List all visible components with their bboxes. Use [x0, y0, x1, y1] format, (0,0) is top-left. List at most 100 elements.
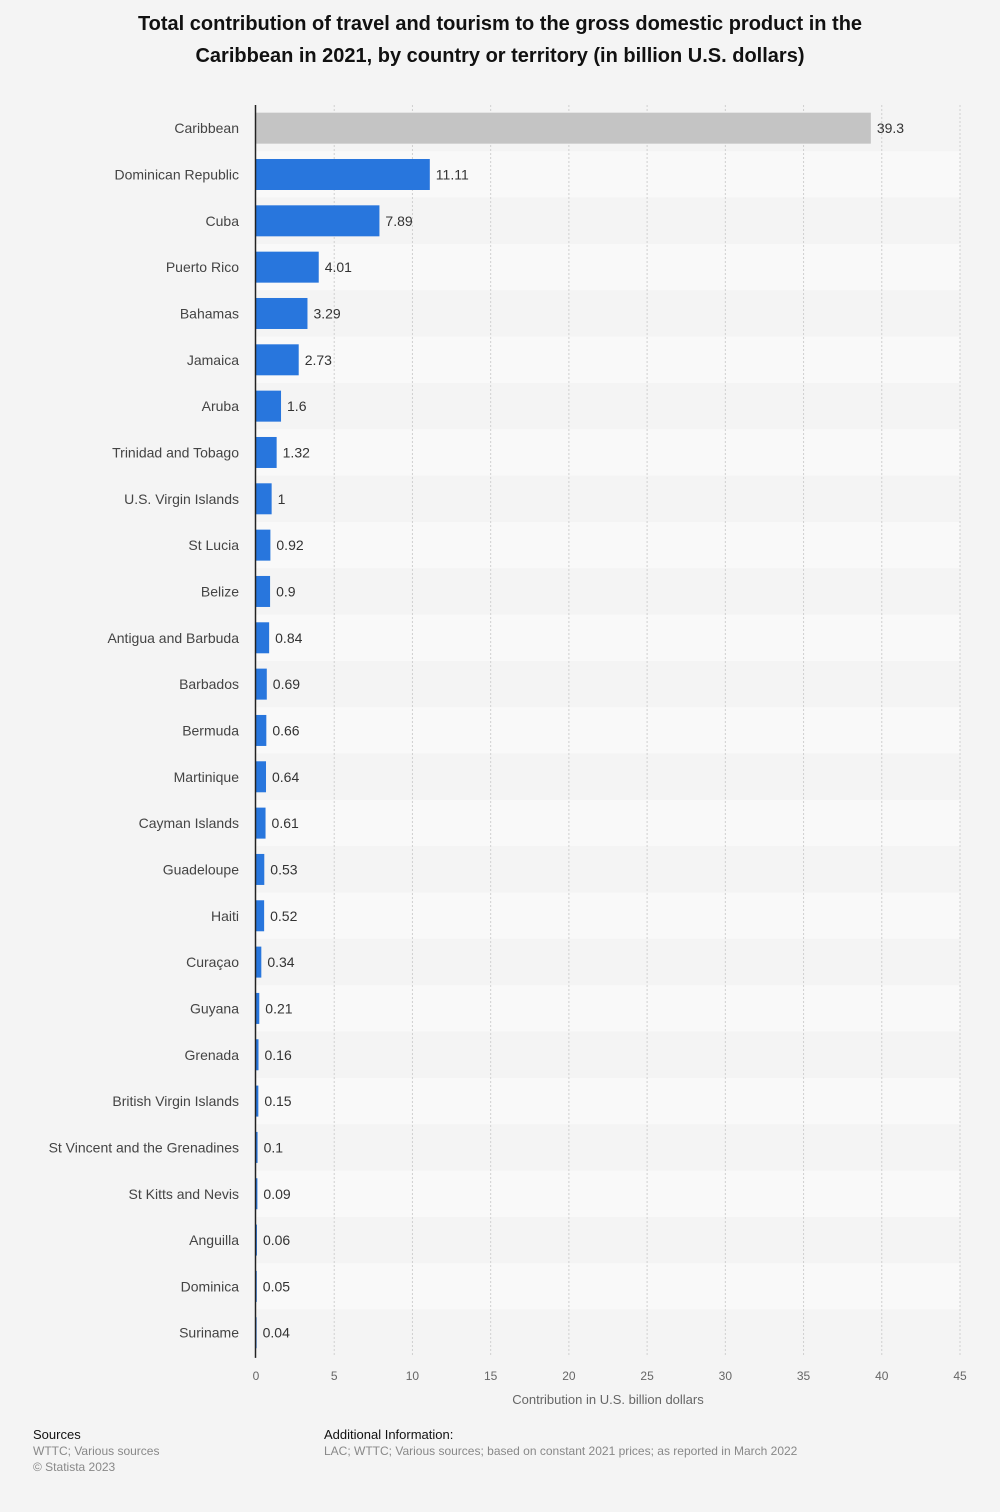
- value-label: 39.3: [877, 120, 904, 136]
- x-tick-label: 30: [719, 1369, 733, 1383]
- row-band: [256, 475, 960, 522]
- row-band: [256, 614, 960, 661]
- x-tick-label: 15: [484, 1369, 498, 1383]
- bar: [256, 158, 430, 190]
- category-label: Barbados: [179, 676, 239, 692]
- row-band: [256, 243, 960, 291]
- value-label: 11.11: [436, 166, 469, 182]
- bar: [256, 297, 308, 329]
- category-label: Anguilla: [189, 1232, 239, 1248]
- bar: [256, 853, 265, 885]
- value-label: 2.73: [305, 352, 332, 368]
- value-label: 0.21: [265, 1000, 292, 1016]
- bar: [256, 714, 267, 746]
- category-label: Trinidad and Tobago: [112, 444, 239, 460]
- x-tick-label: 20: [562, 1369, 576, 1383]
- row-band: [256, 1031, 960, 1078]
- row-band: [256, 799, 960, 847]
- category-label: Suriname: [179, 1325, 239, 1341]
- row-band: [256, 429, 960, 476]
- category-label: Guadeloupe: [163, 861, 240, 877]
- category-label: Cuba: [206, 213, 240, 229]
- row-band: [256, 290, 960, 337]
- x-tick-label: 40: [875, 1369, 889, 1383]
- bar: [256, 1317, 257, 1349]
- category-label: Puerto Rico: [166, 259, 239, 275]
- value-label: 0.92: [276, 537, 303, 553]
- value-label: 0.9: [276, 583, 296, 599]
- bar: [256, 900, 265, 932]
- row-band: [256, 938, 960, 986]
- bar-chart: 0 5 10 15 20 25 30 35 40 45 Caribbean 39.3 Dominican…: [49, 105, 967, 1407]
- x-tick-label: 25: [640, 1369, 654, 1383]
- row-band: [256, 1216, 960, 1264]
- row-band: [256, 1263, 960, 1310]
- category-label: Aruba: [202, 398, 240, 414]
- sources-heading: Sources: [33, 1427, 81, 1442]
- row-band: [256, 1170, 960, 1217]
- category-label: Grenada: [185, 1047, 240, 1063]
- category-label: Dominican Republic: [114, 166, 239, 182]
- sources-block: Sources WTTC; Various sources © Statista…: [33, 1427, 159, 1475]
- value-label: 0.04: [263, 1325, 290, 1341]
- row-band: [256, 892, 960, 939]
- bar: [256, 622, 270, 654]
- bar: [256, 1085, 259, 1117]
- bar: [256, 992, 260, 1024]
- category-label: Antigua and Barbuda: [107, 630, 239, 646]
- category-label: Guyana: [190, 1000, 239, 1016]
- row-band: [256, 568, 960, 615]
- row-band: [256, 846, 960, 893]
- bar: [256, 529, 271, 561]
- category-label: Belize: [201, 583, 239, 599]
- additional-info-block: Additional Information: LAC; WTTC; Vario…: [324, 1427, 797, 1459]
- row-band: [256, 336, 960, 383]
- category-label: Caribbean: [174, 120, 239, 136]
- chart-title: Total contribution of travel and tourism…: [137, 13, 863, 67]
- bar: [256, 390, 282, 422]
- row-band: [256, 1077, 960, 1125]
- value-label: 1.32: [283, 444, 310, 460]
- category-label: St Vincent and the Grenadines: [49, 1139, 239, 1155]
- value-label: 0.52: [270, 908, 297, 924]
- bar: [256, 112, 871, 144]
- row-band: [256, 521, 960, 569]
- row-band: [256, 707, 960, 754]
- bar: [256, 761, 267, 793]
- bar: [256, 807, 266, 839]
- copyright-text: © Statista 2023: [33, 1460, 116, 1474]
- category-label: Cayman Islands: [139, 815, 239, 831]
- value-label: 0.09: [263, 1186, 290, 1202]
- x-tick-label: 10: [406, 1369, 420, 1383]
- category-label: Jamaica: [187, 352, 239, 368]
- bar: [256, 251, 319, 283]
- category-label: St Lucia: [188, 537, 239, 553]
- value-label: 7.89: [385, 213, 412, 229]
- category-label: Dominica: [181, 1278, 240, 1294]
- value-label: 0.16: [265, 1047, 292, 1063]
- bar: [256, 668, 267, 700]
- row-band: [256, 382, 960, 430]
- value-label: 0.53: [270, 861, 297, 877]
- x-tick-label: 0: [253, 1369, 260, 1383]
- value-label: 0.64: [272, 769, 299, 785]
- row-band: [256, 1309, 960, 1356]
- value-label: 0.34: [267, 954, 294, 970]
- category-label: Curaçao: [186, 954, 239, 970]
- category-label: Bahamas: [180, 305, 239, 321]
- bar: [256, 1270, 257, 1302]
- value-label: 0.05: [263, 1278, 290, 1294]
- row-band: [256, 753, 960, 800]
- value-label: 1: [278, 491, 286, 507]
- x-tick-label: 5: [331, 1369, 338, 1383]
- row-band: [256, 1124, 960, 1171]
- value-label: 0.66: [272, 722, 299, 738]
- value-label: 0.69: [273, 676, 300, 692]
- x-tick-label: 45: [953, 1369, 967, 1383]
- bar: [256, 436, 277, 468]
- bar: [256, 1131, 258, 1163]
- category-label: St Kitts and Nevis: [129, 1186, 240, 1202]
- value-label: 0.1: [264, 1139, 284, 1155]
- value-label: 4.01: [325, 259, 352, 275]
- category-label: U.S. Virgin Islands: [124, 491, 239, 507]
